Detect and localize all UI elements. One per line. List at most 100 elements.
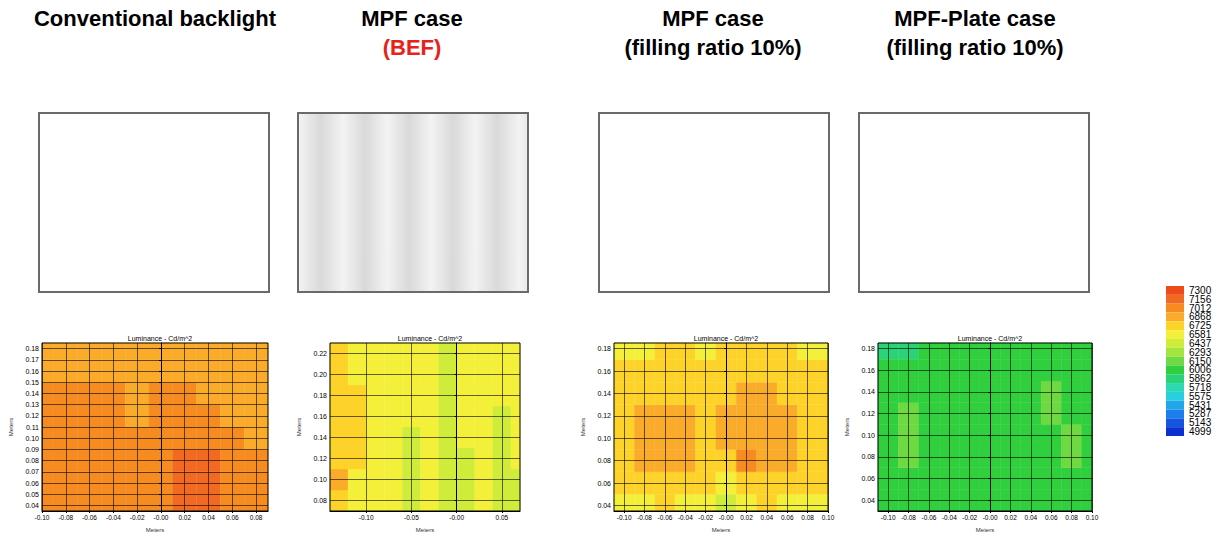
html-text:(BEF): (BEF) — [382, 35, 442, 60]
svg-text:0.08: 0.08 — [313, 497, 327, 504]
svg-text:-0.04: -0.04 — [106, 514, 121, 521]
svg-text:Meters: Meters — [844, 418, 850, 436]
html-text:MPF case: MPF case — [662, 6, 764, 31]
svg-text:0.02: 0.02 — [740, 514, 753, 521]
svg-text:0.10: 0.10 — [313, 476, 327, 483]
svg-text:0.14: 0.14 — [313, 434, 327, 441]
svg-text:Luminance - Cd/m^2: Luminance - Cd/m^2 — [398, 335, 462, 342]
svg-text:0.14: 0.14 — [861, 388, 875, 395]
svg-text:-0.00: -0.00 — [719, 514, 734, 521]
svg-text:0.06: 0.06 — [25, 480, 39, 487]
svg-text:0.10: 0.10 — [861, 432, 875, 439]
svg-text:-0.06: -0.06 — [922, 514, 937, 521]
svg-text:Meters: Meters — [296, 418, 302, 436]
svg-text:-0.10: -0.10 — [881, 514, 896, 521]
svg-text:Meters: Meters — [712, 527, 730, 533]
svg-text:0.10: 0.10 — [1086, 514, 1099, 521]
svg-text:0.08: 0.08 — [250, 514, 263, 521]
svg-text:0.08: 0.08 — [25, 457, 39, 464]
svg-text:-0.00: -0.00 — [154, 514, 169, 521]
svg-text:0.08: 0.08 — [1065, 514, 1078, 521]
svg-text:0.04: 0.04 — [25, 502, 39, 509]
svg-text:0.14: 0.14 — [25, 390, 39, 397]
svg-text:0.04: 0.04 — [202, 514, 215, 521]
svg-text:0.05: 0.05 — [496, 514, 509, 521]
svg-text:-0.05: -0.05 — [404, 514, 419, 521]
svg-text:0.16: 0.16 — [597, 368, 611, 375]
html-text:Conventional backlight: Conventional backlight — [34, 6, 276, 31]
svg-text:0.10: 0.10 — [597, 435, 611, 442]
svg-text:0.12: 0.12 — [313, 455, 327, 462]
svg-text:0.12: 0.12 — [597, 412, 611, 419]
svg-text:-0.02: -0.02 — [130, 514, 145, 521]
svg-text:0.12: 0.12 — [25, 412, 39, 419]
svg-text:0.08: 0.08 — [801, 514, 814, 521]
svg-text:Luminance - Cd/m^2: Luminance - Cd/m^2 — [128, 335, 192, 342]
svg-text:-0.00: -0.00 — [449, 514, 464, 521]
svg-text:-0.10: -0.10 — [35, 514, 50, 521]
html-text:MPF case: MPF case — [361, 6, 463, 31]
svg-text:0.04: 0.04 — [597, 502, 611, 509]
svg-text:0.13: 0.13 — [25, 401, 39, 408]
svg-text:0.02: 0.02 — [1004, 514, 1017, 521]
svg-text:-0.04: -0.04 — [942, 514, 957, 521]
svg-text:0.16: 0.16 — [313, 413, 327, 420]
svg-text:0.10: 0.10 — [25, 435, 39, 442]
svg-text:0.18: 0.18 — [313, 392, 327, 399]
svg-text:6868: 6868 — [1189, 311, 1212, 323]
svg-text:Luminance - Cd/m^2: Luminance - Cd/m^2 — [694, 335, 758, 342]
svg-text:0.02: 0.02 — [178, 514, 191, 521]
svg-text:-0.08: -0.08 — [637, 514, 652, 521]
svg-text:Meters: Meters — [146, 527, 164, 533]
svg-text:6725: 6725 — [1189, 320, 1212, 332]
svg-text:0.10: 0.10 — [822, 514, 835, 521]
svg-text:-0.10: -0.10 — [359, 514, 374, 521]
svg-text:0.06: 0.06 — [861, 475, 875, 482]
svg-text:-0.04: -0.04 — [678, 514, 693, 521]
svg-text:0.18: 0.18 — [597, 345, 611, 352]
svg-text:0.22: 0.22 — [313, 350, 327, 357]
svg-text:0.06: 0.06 — [781, 514, 794, 521]
svg-text:-0.00: -0.00 — [983, 514, 998, 521]
svg-text:4999: 4999 — [1189, 426, 1212, 437]
svg-text:0.08: 0.08 — [861, 453, 875, 460]
svg-text:7012: 7012 — [1189, 302, 1212, 314]
svg-text:Meters: Meters — [416, 527, 434, 533]
svg-text:7300: 7300 — [1189, 284, 1212, 296]
html-text:(filling ratio 10%): (filling ratio 10%) — [624, 35, 802, 60]
svg-text:0.14: 0.14 — [597, 390, 611, 397]
svg-text:0.12: 0.12 — [861, 410, 875, 417]
svg-text:0.15: 0.15 — [25, 379, 39, 386]
html-text:MPF-Plate case: MPF-Plate case — [894, 6, 1056, 31]
svg-text:Luminance - Cd/m^2: Luminance - Cd/m^2 — [958, 335, 1022, 342]
svg-text:0.09: 0.09 — [25, 446, 39, 453]
svg-text:0.07: 0.07 — [25, 468, 39, 475]
html-text:(filling ratio 10%): (filling ratio 10%) — [886, 35, 1064, 60]
svg-text:0.16: 0.16 — [25, 368, 39, 375]
svg-text:Meters: Meters — [8, 418, 14, 436]
svg-text:-0.02: -0.02 — [698, 514, 713, 521]
svg-text:0.04: 0.04 — [1025, 514, 1038, 521]
svg-text:0.04: 0.04 — [761, 514, 774, 521]
svg-text:Meters: Meters — [580, 418, 586, 436]
svg-text:Meters: Meters — [976, 527, 994, 533]
svg-text:0.06: 0.06 — [597, 480, 611, 487]
svg-text:0.16: 0.16 — [861, 367, 875, 374]
svg-text:0.06: 0.06 — [1045, 514, 1058, 521]
svg-text:-0.02: -0.02 — [962, 514, 977, 521]
svg-text:0.20: 0.20 — [313, 371, 327, 378]
svg-text:0.18: 0.18 — [25, 345, 39, 352]
svg-text:0.05: 0.05 — [25, 491, 39, 498]
svg-text:-0.06: -0.06 — [82, 514, 97, 521]
svg-text:7156: 7156 — [1189, 293, 1212, 305]
svg-text:0.06: 0.06 — [226, 514, 239, 521]
svg-text:0.18: 0.18 — [861, 345, 875, 352]
svg-text:-0.08: -0.08 — [901, 514, 916, 521]
svg-text:-0.06: -0.06 — [658, 514, 673, 521]
svg-text:-0.10: -0.10 — [617, 514, 632, 521]
svg-text:0.11: 0.11 — [26, 424, 39, 431]
svg-text:0.17: 0.17 — [25, 356, 39, 363]
svg-text:-0.08: -0.08 — [58, 514, 73, 521]
svg-text:0.04: 0.04 — [861, 497, 875, 504]
svg-text:0.08: 0.08 — [597, 457, 611, 464]
